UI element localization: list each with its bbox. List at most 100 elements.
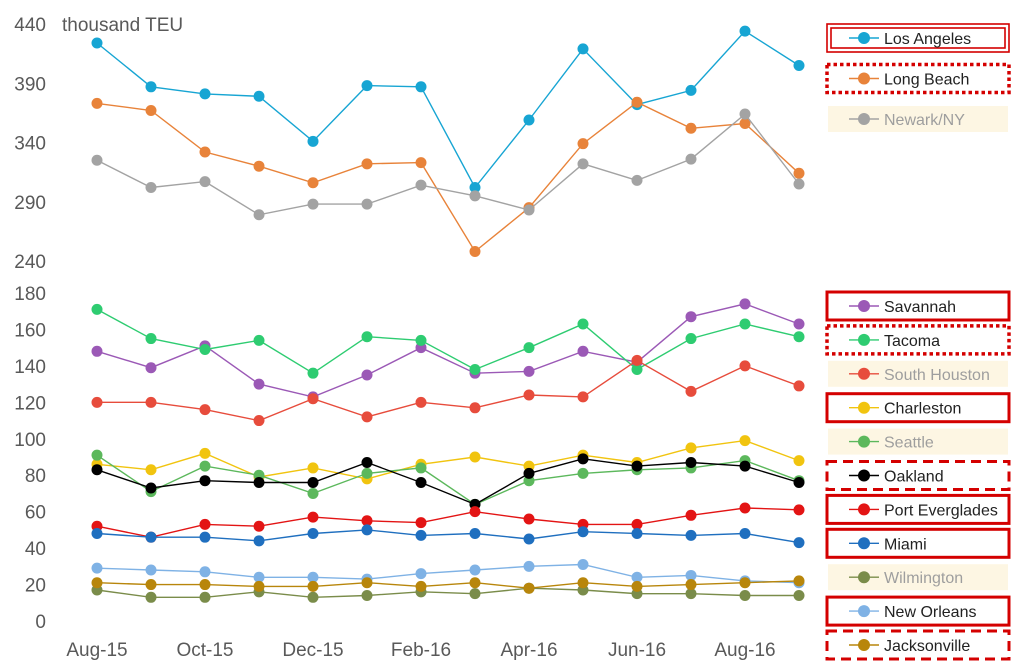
- legend-frame: [825, 493, 1011, 525]
- data-point-savannah: [685, 311, 697, 323]
- data-point-charleston: [469, 451, 481, 463]
- data-point-long-beach: [307, 177, 319, 189]
- legend-swatch-marker: [858, 367, 870, 380]
- data-point-miami: [469, 528, 481, 540]
- data-point-miami: [91, 528, 103, 540]
- data-point-long-beach: [793, 167, 805, 179]
- series-long-beach: [91, 96, 805, 258]
- data-point-south-houston: [307, 393, 319, 405]
- legend-label: Seattle: [884, 435, 934, 452]
- data-point-savannah: [361, 369, 373, 381]
- upper-ytick-label: 390: [14, 74, 46, 95]
- data-point-tacoma: [307, 367, 319, 379]
- legend-frame: [826, 23, 1010, 53]
- data-point-newark-ny: [361, 198, 373, 210]
- legend-frame: [825, 460, 1011, 491]
- data-point-wilmington: [145, 591, 157, 603]
- legend-frame-inner: [830, 27, 1006, 49]
- data-point-tacoma: [199, 343, 211, 355]
- lower-plot-area: [91, 298, 805, 603]
- upper-ytick-label: 290: [14, 193, 46, 214]
- legend-item-south-houston: South Houston: [828, 360, 1008, 387]
- legend-item-wilmington: Wilmington: [828, 564, 1008, 591]
- series-wilmington: [91, 582, 805, 603]
- series-line-newark-ny: [96, 113, 800, 216]
- data-point-wilmington: [307, 591, 319, 603]
- data-point-tacoma: [415, 334, 427, 346]
- legend-lower: Savannah Tacoma South Houston Charleston Sea…: [825, 290, 1011, 661]
- data-point-tacoma: [631, 364, 643, 376]
- legend-item-miami: Miami: [825, 527, 1011, 559]
- data-point-miami: [307, 528, 319, 540]
- lower-ytick-label: 160: [14, 320, 46, 341]
- data-point-miami: [577, 526, 589, 538]
- data-point-south-houston: [793, 380, 805, 392]
- data-point-los-angeles: [685, 84, 697, 96]
- legend-item-new-orleans: New Orleans: [825, 595, 1011, 627]
- data-point-los-angeles: [253, 90, 265, 102]
- data-point-oakland: [523, 467, 535, 479]
- lower-ytick-label: 80: [25, 466, 46, 487]
- data-point-miami: [361, 524, 373, 536]
- series-los-angeles: [91, 25, 805, 194]
- lower-ytick-label: 180: [14, 284, 46, 305]
- series-south-houston: [91, 354, 805, 427]
- data-point-wilmington: [739, 589, 751, 601]
- data-point-seattle: [415, 462, 427, 474]
- data-point-savannah: [793, 318, 805, 330]
- series-miami: [91, 524, 805, 549]
- data-point-port-everglades: [469, 506, 481, 518]
- data-point-oakland: [91, 464, 103, 476]
- series-charleston: [91, 435, 805, 485]
- data-point-wilmington: [793, 589, 805, 601]
- legend-item-charleston: Charleston: [825, 392, 1011, 424]
- data-point-newark-ny: [307, 198, 319, 210]
- data-point-jacksonville: [685, 579, 697, 591]
- data-point-miami: [415, 529, 427, 541]
- data-point-jacksonville: [361, 577, 373, 589]
- series-line-jacksonville: [96, 580, 800, 589]
- data-point-newark-ny: [145, 182, 157, 194]
- data-point-jacksonville: [145, 579, 157, 591]
- lower-ytick-label: 20: [25, 576, 46, 597]
- upper-plot-area: [91, 25, 805, 258]
- data-point-miami: [145, 531, 157, 543]
- data-point-newark-ny: [469, 190, 481, 202]
- upper-ytick-label: 340: [14, 134, 46, 155]
- data-point-miami: [793, 537, 805, 549]
- data-point-long-beach: [685, 122, 697, 134]
- series-line-oakland: [96, 458, 800, 506]
- data-point-seattle: [361, 467, 373, 479]
- legend-swatch-marker: [858, 537, 870, 550]
- data-point-tacoma: [361, 331, 373, 343]
- data-point-oakland: [793, 477, 805, 489]
- legend-swatch-marker: [858, 605, 870, 618]
- data-point-savannah: [739, 298, 751, 310]
- legend-label: Los Angeles: [884, 31, 971, 48]
- legend-frame: [825, 595, 1011, 627]
- legend-swatch-marker: [858, 300, 870, 312]
- lower-ytick-label: 140: [14, 357, 46, 378]
- data-point-los-angeles: [577, 43, 589, 55]
- series-oakland: [91, 453, 805, 510]
- data-point-savannah: [91, 345, 103, 357]
- legend-swatch-marker: [858, 639, 870, 651]
- data-point-south-houston: [469, 402, 481, 414]
- legend-label: Tacoma: [884, 333, 940, 350]
- data-point-port-everglades: [739, 502, 751, 514]
- data-point-long-beach: [631, 96, 643, 108]
- legend-label: South Houston: [884, 367, 990, 384]
- legend-item-oakland: Oakland: [825, 460, 1011, 491]
- data-point-oakland: [415, 477, 427, 489]
- data-point-jacksonville: [739, 577, 751, 589]
- data-point-los-angeles: [793, 59, 805, 71]
- legend-swatch-marker: [858, 113, 870, 125]
- data-point-new-orleans: [91, 562, 103, 574]
- data-point-jacksonville: [577, 577, 589, 589]
- data-point-oakland: [739, 460, 751, 472]
- legend-item-newark-ny: Newark/NY: [828, 106, 1008, 132]
- data-point-wilmington: [361, 589, 373, 601]
- series-line-port-everglades: [96, 507, 800, 538]
- data-point-newark-ny: [631, 174, 643, 186]
